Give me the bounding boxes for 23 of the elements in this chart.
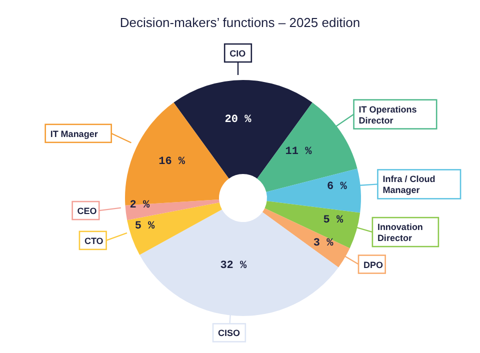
slice-label: CEO xyxy=(77,206,97,216)
data-label: 16 % xyxy=(158,156,186,168)
chart-title: Decision-makers’ functions – 2025 edition xyxy=(118,14,362,32)
slice-label: Infra / Cloud Manager xyxy=(382,174,436,196)
slice-label: CTO xyxy=(84,236,104,246)
data-label: 6 % xyxy=(327,180,348,193)
slice-label: CIO xyxy=(230,48,246,58)
slice-label: IT Operations Director xyxy=(358,104,417,126)
slice-label: CISO xyxy=(218,328,240,338)
data-label: 11 % xyxy=(285,146,312,158)
data-label: 32 % xyxy=(220,260,248,272)
data-label: 20 % xyxy=(224,114,252,126)
data-label: 5 % xyxy=(323,214,344,227)
donut-slice xyxy=(127,202,222,255)
donut-slice xyxy=(125,200,220,220)
data-label: 3 % xyxy=(313,237,334,250)
data-label: 5 % xyxy=(134,220,156,233)
slice-label: DPO xyxy=(364,260,384,270)
donut-slice xyxy=(257,102,358,192)
legend-label: IT Manager xyxy=(50,128,98,139)
donut-slice xyxy=(174,80,312,179)
slice-label: Innovation Director xyxy=(377,222,423,244)
data-label: 2 % xyxy=(130,199,150,212)
